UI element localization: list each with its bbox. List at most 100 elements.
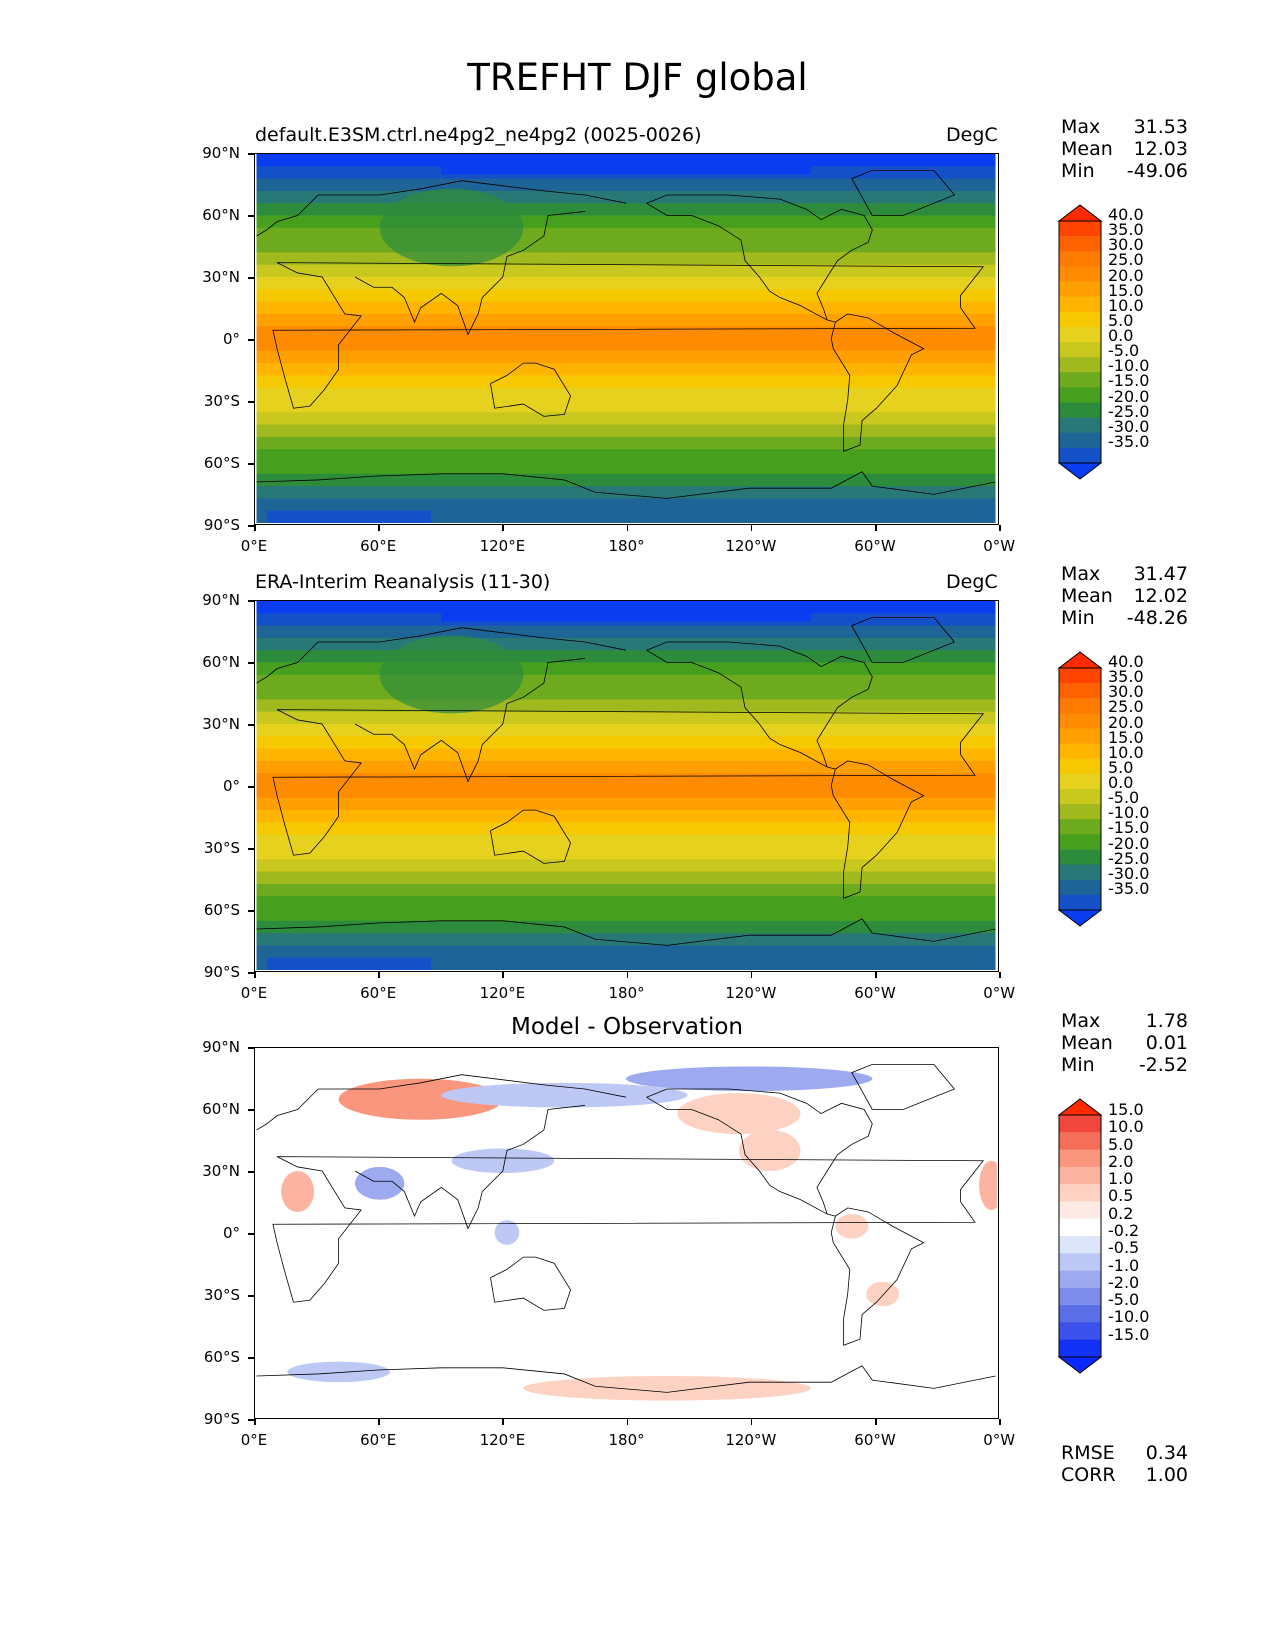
colorbar-segment [1059, 387, 1101, 403]
stat-value: -49.06 [1126, 160, 1188, 182]
colorbar-segment [1059, 698, 1101, 714]
temperature-band [256, 847, 996, 860]
colorbar-segment [1059, 1287, 1101, 1306]
x-tick-mark [750, 1419, 753, 1425]
colorbar-tick-label: 40.0 [1108, 652, 1144, 671]
arctic-cold-region [441, 601, 811, 622]
y-tick-mark [248, 339, 254, 341]
difference-anomaly-region [979, 1160, 997, 1210]
x-tick-label: 180° [608, 537, 645, 555]
difference-anomaly-region [287, 1361, 390, 1383]
temperature-band [256, 674, 996, 688]
x-tick-mark [999, 972, 1001, 978]
temperature-band [256, 711, 996, 725]
metrics-box: RMSE 0.34 CORR 1.00 [1061, 1442, 1188, 1486]
x-tick-mark [626, 525, 629, 531]
temperature-band [256, 748, 996, 762]
temperature-band [256, 920, 996, 934]
colorbar-segment [1059, 251, 1101, 267]
temperature-band [256, 326, 996, 340]
map-panel: default.E3SM.ctrl.ne4pg2_ne4pg2 (0025-00… [0, 0, 1275, 555]
x-tick-label: 0°W [983, 984, 1016, 1002]
difference-anomaly-region [677, 1093, 801, 1135]
colorbar-segment [1059, 342, 1101, 358]
difference-anomaly-region [281, 1171, 314, 1212]
x-tick-mark [875, 972, 877, 978]
x-tick-label: 0°E [240, 984, 268, 1002]
x-tick-label: 120°W [725, 537, 777, 555]
stat-value: 1.78 [1145, 1010, 1188, 1032]
y-tick-label: 90°N [202, 591, 240, 609]
colorbar-tick-label: 0.0 [1108, 773, 1134, 792]
coastline [354, 1105, 585, 1230]
coastline [490, 1256, 571, 1311]
x-tick-label: 180° [608, 984, 645, 1002]
temperature-band [256, 215, 996, 229]
coastline [851, 169, 956, 216]
colorbar-segment [1059, 1305, 1101, 1323]
temperature-band [256, 301, 996, 315]
coastline [256, 627, 627, 684]
x-tick-mark [875, 1419, 877, 1425]
difference-anomaly-region [355, 1166, 405, 1200]
colorbar-tick-label: 30.0 [1108, 235, 1144, 255]
y-tick-label: 0° [222, 330, 240, 348]
colorbar-segment [1059, 1184, 1101, 1202]
colorbar-tick-label: -15.0 [1108, 371, 1150, 391]
y-tick-mark [248, 401, 254, 403]
colorbar-segment [1059, 311, 1101, 328]
colorbar-tick-label: -20.0 [1108, 833, 1150, 853]
coastline [830, 313, 925, 452]
y-tick-label: 60°N [202, 653, 240, 671]
y-tick-mark [248, 1171, 254, 1173]
y-tick-label: 90°S [203, 1410, 240, 1428]
difference-anomaly-region [441, 1082, 688, 1108]
y-tick-mark [248, 972, 254, 974]
y-tick-mark [248, 724, 254, 726]
coastline [256, 471, 996, 499]
arctic-cold-region [441, 154, 811, 175]
x-tick-label: 120°W [725, 984, 777, 1002]
colorbar-tick-label: 0.5 [1108, 1186, 1134, 1206]
colorbar-tick-label: -10.0 [1108, 1307, 1150, 1327]
x-tick-label: 180° [608, 1431, 645, 1449]
coastline [646, 649, 836, 770]
temperature-band [256, 387, 996, 401]
y-tick-label: 30°S [203, 1286, 240, 1304]
map-area [254, 600, 999, 972]
x-tick-label: 60°W [854, 1431, 896, 1449]
colorbar-segment [1059, 1236, 1101, 1254]
temperature-band [256, 625, 996, 639]
colorbar-segment [1059, 758, 1101, 775]
y-tick-mark [248, 153, 254, 155]
coastline [256, 1074, 627, 1131]
colorbar-segment [1059, 713, 1101, 729]
stat-value: 0.01 [1145, 1032, 1188, 1054]
temperature-band [256, 363, 996, 376]
colorbar-segment [1059, 1270, 1101, 1289]
colorbar-min-extension [1057, 1356, 1103, 1374]
cold-siberia-region [379, 635, 524, 714]
stat-value: 12.03 [1133, 138, 1188, 160]
colorbar-segment [1059, 849, 1101, 866]
antarctic-plateau-region [266, 510, 431, 523]
antarctic-plateau-region [266, 957, 431, 970]
colorbar-tick-label: -0.5 [1108, 1238, 1140, 1258]
temperature-band [256, 264, 996, 278]
colorbar-tick-label: 5.0 [1108, 1134, 1134, 1154]
y-tick-mark [248, 1047, 254, 1049]
colorbar-tick-label: -10.0 [1108, 803, 1150, 823]
coastline [272, 262, 985, 409]
colorbar-graphic [1057, 204, 1103, 480]
metric-value: 1.00 [1145, 1464, 1188, 1486]
coastline [851, 1063, 956, 1110]
x-tick-mark [750, 525, 753, 531]
colorbar-tick-label: 25.0 [1108, 697, 1144, 717]
map-canvas [256, 1048, 997, 1417]
stats-box: Max 31.47 Mean 12.02 Min -48.26 [1061, 563, 1188, 629]
colorbar-labels: 15.0 10.0 5.0 2.0 1.0 0.5 0.2 -0.2 -0.5 -1.0 -2.0-… [1108, 1101, 1149, 1343]
colorbar-tick-label: 35.0 [1108, 667, 1144, 687]
x-tick-label: 60°E [360, 984, 397, 1002]
colorbar-tick-label: -25.0 [1108, 848, 1150, 868]
difference-anomaly-region [835, 1214, 869, 1239]
